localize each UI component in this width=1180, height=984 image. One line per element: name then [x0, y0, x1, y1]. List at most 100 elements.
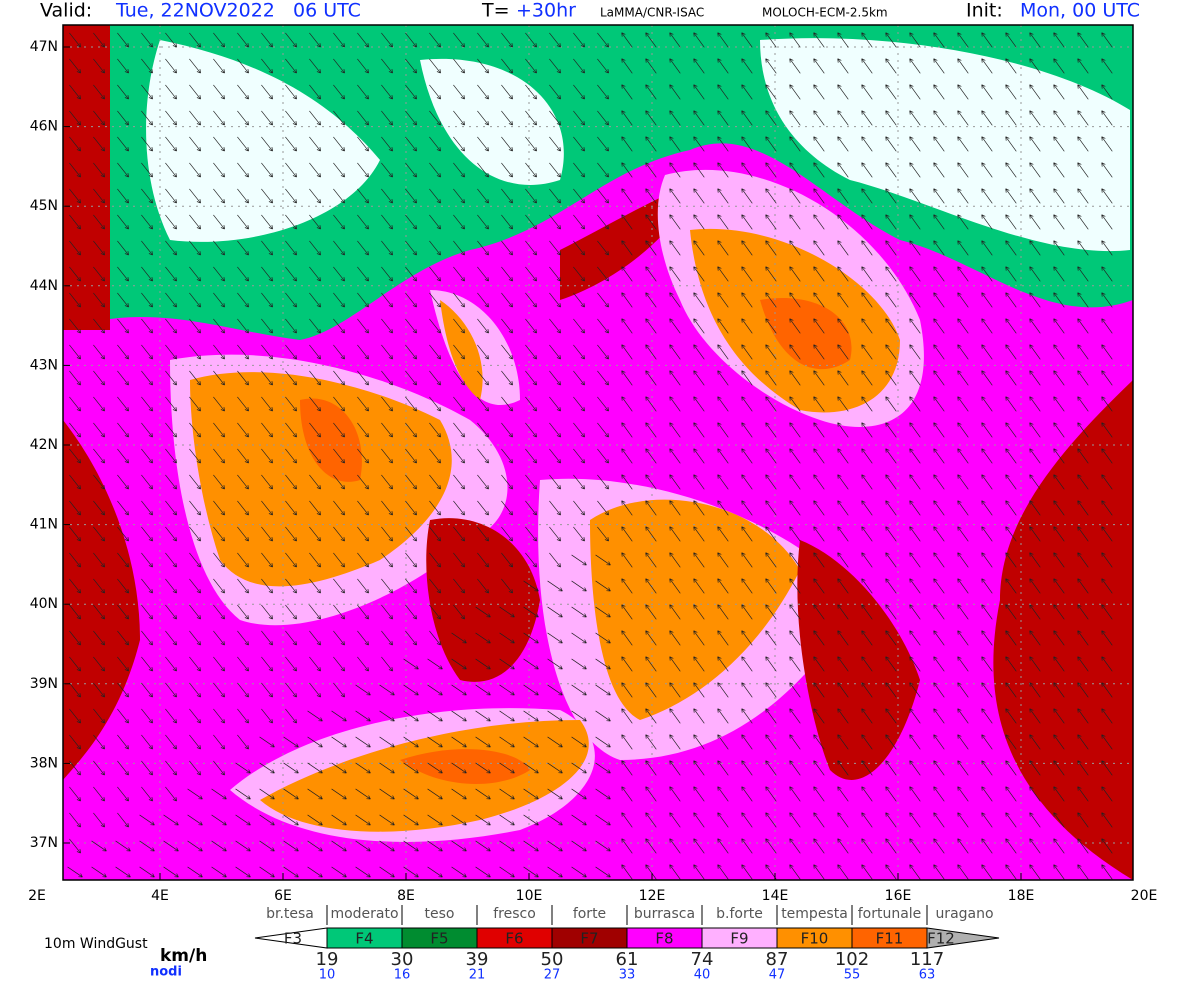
arrow	[285, 578, 297, 594]
arrow	[93, 32, 105, 48]
arrow	[741, 734, 753, 750]
arrow	[885, 786, 897, 802]
arrow	[475, 788, 491, 800]
arrow	[1101, 58, 1113, 74]
arrow	[1053, 604, 1065, 620]
arrow	[621, 110, 633, 126]
arrow	[499, 736, 515, 748]
arrow	[189, 84, 201, 100]
arrow	[885, 708, 897, 724]
arrow	[933, 448, 945, 464]
arrow	[621, 526, 633, 542]
arrow	[91, 866, 107, 878]
field-land	[426, 518, 920, 780]
kmh-threshold: 19	[316, 949, 339, 970]
arrow	[93, 526, 105, 542]
arrow	[765, 500, 777, 516]
arrow	[1029, 318, 1041, 334]
arrow	[957, 708, 969, 724]
arrow	[211, 814, 227, 826]
arrow	[283, 840, 299, 852]
arrow	[69, 110, 81, 126]
arrow	[355, 710, 371, 722]
arrow	[573, 422, 585, 438]
arrow	[669, 292, 681, 308]
arrow	[621, 448, 633, 464]
arrow	[165, 656, 177, 672]
arrow	[765, 318, 777, 334]
arrow	[333, 344, 345, 360]
arrow	[861, 474, 873, 490]
arrow	[669, 240, 681, 256]
arrow	[909, 344, 921, 360]
arrow	[621, 370, 633, 386]
arrow	[909, 136, 921, 152]
arrow	[1053, 864, 1065, 880]
arrow	[403, 762, 419, 774]
arrow	[477, 58, 489, 74]
arrow	[957, 344, 969, 360]
arrow	[1053, 136, 1065, 152]
arrow	[523, 788, 539, 800]
arrow	[549, 474, 561, 490]
arrow	[1053, 344, 1065, 360]
arrow	[235, 788, 251, 800]
arrow	[1005, 188, 1017, 204]
arrow	[141, 214, 153, 230]
arrow	[381, 240, 393, 256]
arrow	[957, 188, 969, 204]
arrow	[523, 736, 539, 748]
arrow	[1101, 32, 1113, 48]
arrow	[117, 552, 129, 568]
arrow	[213, 448, 225, 464]
arrow	[283, 788, 299, 800]
arrow	[309, 552, 321, 568]
arrow	[523, 866, 539, 878]
arrow	[1053, 240, 1065, 256]
arrow	[595, 788, 611, 800]
arrow	[717, 812, 729, 828]
arrow	[573, 448, 585, 464]
arrow	[141, 448, 153, 464]
arrow	[165, 526, 177, 542]
arrow	[933, 500, 945, 516]
arrow	[1005, 344, 1017, 360]
arrow	[357, 448, 369, 464]
arrow	[621, 214, 633, 230]
arrow	[717, 110, 729, 126]
arrow	[573, 474, 585, 490]
arrow	[1077, 110, 1089, 126]
arrow	[213, 760, 225, 776]
arrow	[331, 840, 347, 852]
arrow	[693, 110, 705, 126]
arrow	[981, 552, 993, 568]
arrow	[261, 110, 273, 126]
arrow	[165, 708, 177, 724]
arrow	[453, 370, 465, 386]
arrow	[1029, 370, 1041, 386]
arrow	[837, 786, 849, 802]
arrow	[117, 32, 129, 48]
arrow	[93, 812, 105, 828]
arrow	[645, 760, 657, 776]
arrow	[909, 448, 921, 464]
arrow	[621, 630, 633, 646]
arrow	[213, 344, 225, 360]
arrow	[861, 136, 873, 152]
lon-label: 14E	[762, 888, 789, 904]
arrow	[1077, 578, 1089, 594]
arrow	[957, 266, 969, 282]
arrow	[163, 866, 179, 878]
arrow	[381, 396, 393, 412]
arrow	[261, 344, 273, 360]
arrow	[645, 292, 657, 308]
arrow	[645, 578, 657, 594]
arrow	[909, 864, 921, 880]
arrow	[837, 240, 849, 256]
arrow	[261, 136, 273, 152]
arrow	[885, 58, 897, 74]
arrow	[645, 448, 657, 464]
arrow	[355, 840, 371, 852]
arrow	[285, 474, 297, 490]
arrow	[1077, 734, 1089, 750]
